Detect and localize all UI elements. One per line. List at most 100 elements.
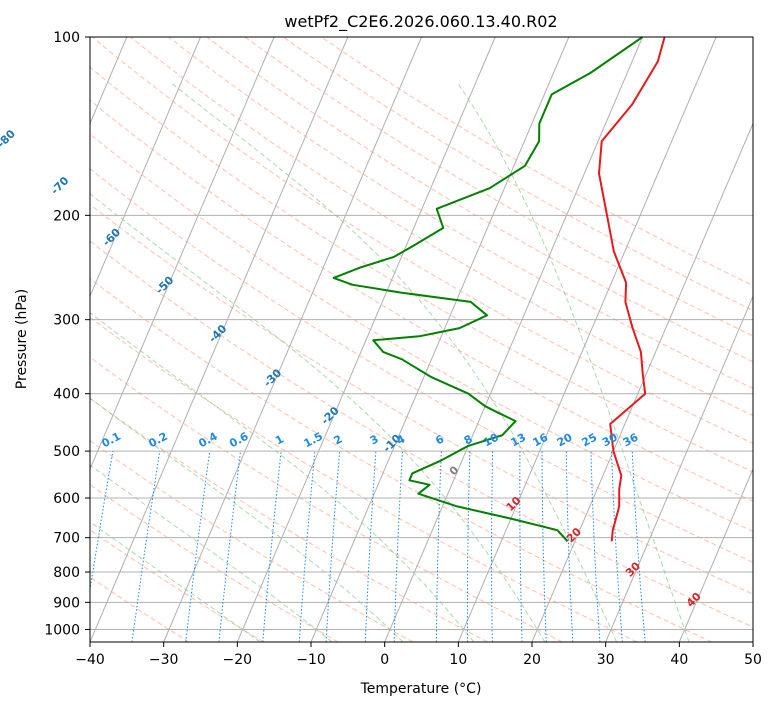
mixing-ratio-line xyxy=(541,451,547,642)
sounding-line xyxy=(598,37,666,542)
mixing-ratio-line xyxy=(364,451,377,642)
plot-frame xyxy=(89,36,754,643)
isotherm-label: 10 xyxy=(504,494,524,514)
moist-adiabat-line xyxy=(172,83,618,642)
mixing-ratio-line xyxy=(611,451,623,642)
dry-adiabat-line xyxy=(90,316,638,642)
mixing-ratio-line xyxy=(435,451,442,642)
mixing-ratio-label: 25 xyxy=(580,431,600,450)
mixing-ratio-labels: 0.1 0.2 0.4 0.6 1 1.5 2 3 4 6 8 10 13 16 20 25 30 36 xyxy=(100,430,641,451)
y-tick-label: 200 xyxy=(53,208,80,224)
y-tick-label: 300 xyxy=(53,313,80,329)
dry-adiabat-line xyxy=(90,203,753,595)
x-tick-label: −10 xyxy=(296,652,326,668)
sounding-line xyxy=(332,37,644,542)
y-tick-label: 500 xyxy=(53,444,80,460)
mixing-ratio-line xyxy=(490,451,494,642)
dry-adiabat-line xyxy=(130,37,753,417)
isotherm-label: -40 xyxy=(206,322,229,345)
mixing-ratio-label: 1.5 xyxy=(302,430,325,451)
mixing-ratio-lines xyxy=(90,451,646,642)
mixing-ratio-line xyxy=(393,451,403,642)
plot-area xyxy=(90,37,753,642)
mixing-ratio-label: 0.6 xyxy=(227,430,251,451)
dry-adiabat-line xyxy=(90,240,753,628)
dry-adiabat-line xyxy=(282,37,753,312)
mixing-ratio-label: 6 xyxy=(433,432,446,447)
isotherm-label: -50 xyxy=(153,273,176,296)
y-tick-label: 600 xyxy=(53,491,80,507)
dry-adiabat-line xyxy=(320,37,753,287)
x-tick-label: −20 xyxy=(223,652,253,668)
isotherm-label: -20 xyxy=(319,404,342,427)
isotherm-gridline xyxy=(163,37,422,642)
x-tick-label: 10 xyxy=(449,652,467,668)
mixing-ratio-line xyxy=(90,451,114,594)
mixing-ratio-label: 30 xyxy=(600,431,620,450)
dry-adiabat-line xyxy=(90,278,712,642)
dry-adiabat-line xyxy=(90,440,414,642)
x-tick-label: −30 xyxy=(149,652,179,668)
isotherm-label: 20 xyxy=(564,525,584,545)
y-tick-label: 700 xyxy=(53,531,80,547)
mixing-ratio-label: 20 xyxy=(555,431,575,450)
x-tick-label: 20 xyxy=(523,652,541,668)
isotherm-label: -60 xyxy=(100,226,123,249)
mixing-ratio-label: 1 xyxy=(273,432,286,447)
mixing-ratio-line xyxy=(185,451,211,642)
mixing-ratio-label: 13 xyxy=(508,431,528,450)
isotherm-label: -30 xyxy=(261,366,284,389)
mixing-ratio-label: 36 xyxy=(621,431,641,450)
y-tick-label: 1000 xyxy=(44,622,80,638)
moist-adiabat-line xyxy=(90,521,261,642)
dry-adiabats xyxy=(90,37,753,642)
isotherm-gridline xyxy=(752,640,753,642)
sounding-series xyxy=(332,37,666,542)
dry-adiabat-line xyxy=(90,66,753,473)
isotherm-gridline xyxy=(531,122,753,642)
y-tick-label: 400 xyxy=(53,387,80,403)
isotherm-gridline xyxy=(90,37,349,642)
isotherm-gridline xyxy=(236,37,496,642)
y-tick-label: 800 xyxy=(53,565,80,581)
mixing-ratio-line xyxy=(466,451,471,642)
y-axis: 100 200 300 400 500 600 700 800 900 1000 xyxy=(44,30,90,638)
mixing-ratio-label: 0.2 xyxy=(146,430,169,451)
dry-adiabat-line xyxy=(90,356,563,642)
mixing-ratio-line xyxy=(325,451,341,642)
dry-adiabat-line xyxy=(206,37,753,363)
mixing-ratio-label: 16 xyxy=(531,431,551,450)
mixing-ratio-line xyxy=(631,451,646,642)
mixing-ratio-line xyxy=(590,451,601,642)
isotherm-gridline xyxy=(90,37,275,471)
x-axis-label: Temperature (°C) xyxy=(360,681,482,697)
dry-adiabat-line xyxy=(90,397,488,642)
mixing-ratio-line xyxy=(565,451,574,642)
mixing-ratio-label: 10 xyxy=(481,431,501,450)
mixing-ratio-label: 0.4 xyxy=(196,430,220,451)
dry-adiabat-line xyxy=(90,529,264,642)
mixing-ratio-line xyxy=(262,451,282,642)
mixing-ratio-label: 2 xyxy=(332,432,345,447)
mixing-ratio-label: 0.1 xyxy=(100,430,123,451)
y-tick-label: 100 xyxy=(53,30,80,46)
dry-adiabat-line xyxy=(90,168,753,563)
isotherm-gridline xyxy=(90,37,201,298)
isotherm-gridline xyxy=(384,37,643,642)
dry-adiabat-line xyxy=(244,37,753,337)
isotherm-label: 40 xyxy=(684,590,704,610)
x-tick-label: 0 xyxy=(380,652,389,668)
isotherm-label: -80 xyxy=(0,127,18,150)
chart-title: wetPf2_C2E6.2026.060.13.40.R02 xyxy=(284,12,557,32)
isotherm-gridline xyxy=(678,467,753,642)
mixing-ratio-line xyxy=(218,451,241,642)
pressure-gridlines xyxy=(90,37,753,630)
moist-adiabats xyxy=(90,83,690,642)
dry-adiabat-line xyxy=(90,483,339,642)
isotherm-gridline xyxy=(310,37,570,642)
moist-adiabat-line xyxy=(90,397,404,642)
dry-adiabat-line xyxy=(168,37,753,389)
mixing-ratio-line xyxy=(131,451,161,642)
